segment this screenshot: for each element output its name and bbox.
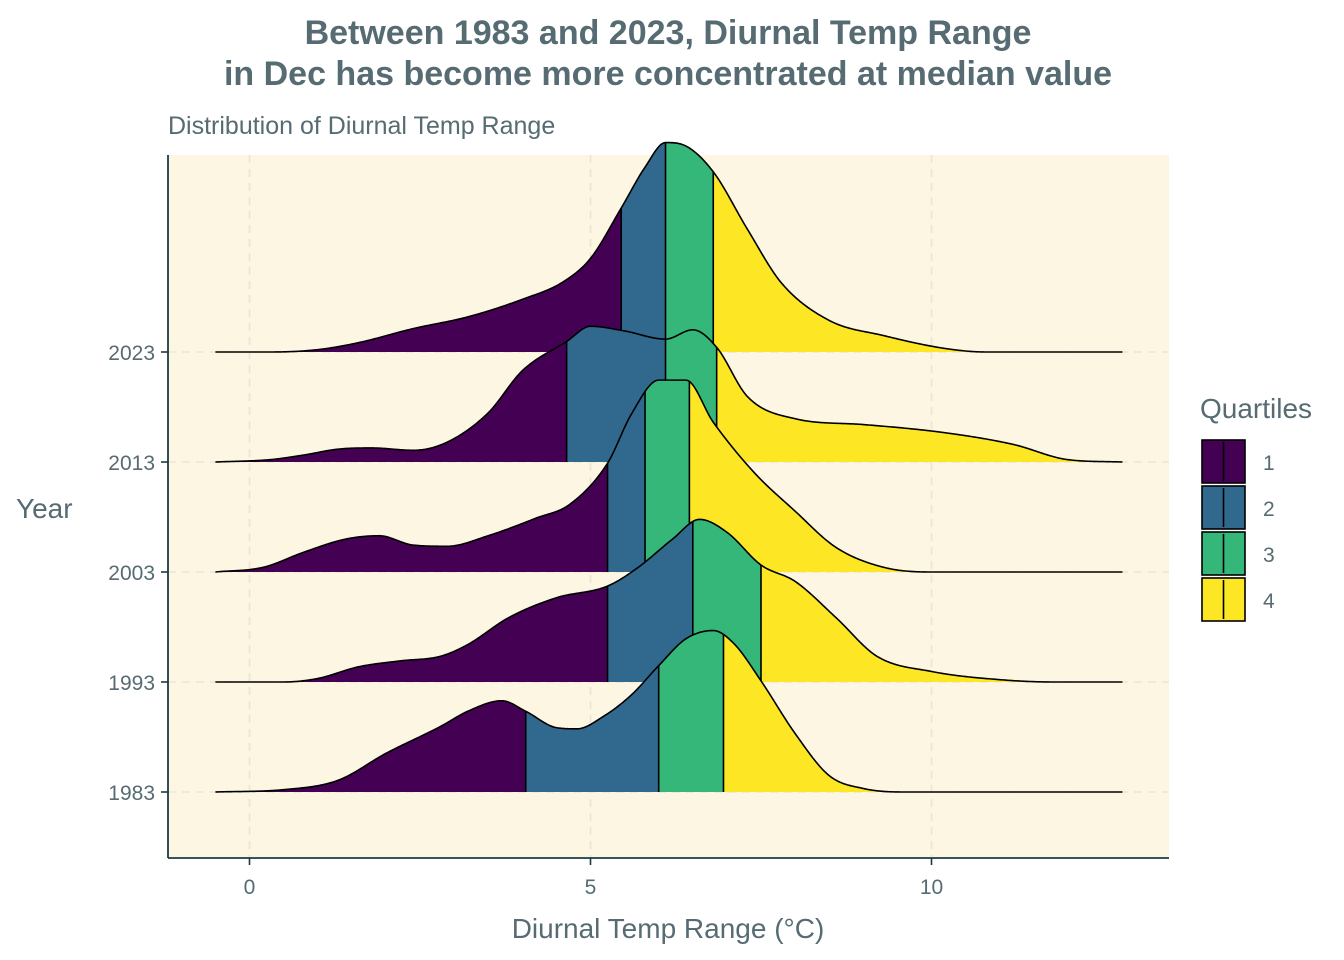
legend-title: Quartiles — [1200, 393, 1312, 424]
density-outline — [215, 518, 1123, 683]
quartile-2-area — [607, 391, 646, 572]
legend-label-4: 4 — [1263, 590, 1275, 613]
density-outline — [215, 325, 1123, 463]
ridge-2003 — [215, 379, 1123, 573]
density-outline — [215, 629, 1123, 793]
quartile-3-area — [665, 142, 714, 352]
legend: 1 2 3 4 — [1201, 439, 1275, 622]
density-outline — [215, 141, 1123, 353]
ridge-2023 — [215, 141, 1123, 353]
quartile-1-area — [215, 700, 526, 792]
x-tick-label: 5 — [585, 876, 597, 899]
x-tick-label: 0 — [244, 876, 256, 899]
x-axis-title: Diurnal Temp Range (°C) — [512, 913, 825, 944]
y-tick-label: 1983 — [108, 782, 155, 805]
density-outline — [215, 379, 1123, 573]
quartile-4-area — [723, 634, 1123, 792]
quartile-4-area — [713, 171, 1123, 352]
quartile-4-area — [761, 565, 1123, 682]
ridge-1983 — [215, 629, 1123, 793]
quartile-4-area — [716, 347, 1123, 462]
ridges — [215, 141, 1123, 793]
axes: 0 5 10 1983 1993 2003 2013 2023 — [108, 155, 1169, 899]
quartile-3-area — [645, 380, 690, 572]
quartile-2-area — [525, 665, 659, 792]
x-tick-label: 10 — [920, 876, 943, 899]
y-tick-label: 2013 — [108, 452, 155, 475]
y-axis-title: Year — [16, 493, 73, 524]
legend-label-3: 3 — [1263, 544, 1275, 567]
quartile-3-area — [658, 630, 724, 792]
chart-title-line-1: Between 1983 and 2023, Diurnal Temp Rang… — [305, 14, 1032, 52]
y-tick-label: 1993 — [108, 672, 155, 695]
quartile-1-area — [215, 463, 608, 572]
quartile-1-area — [215, 208, 622, 352]
legend-label-2: 2 — [1263, 498, 1275, 521]
quartile-2-area — [621, 142, 666, 352]
y-tick-label: 2003 — [108, 562, 155, 585]
chart-subtitle: Distribution of Diurnal Temp Range — [168, 112, 555, 140]
quartile-4-area — [689, 381, 1123, 572]
quartile-1-area — [215, 586, 608, 682]
chart-title-line-2: in Dec has become more concentrated at m… — [224, 55, 1112, 93]
quartile-2-area — [607, 521, 693, 682]
quartile-1-area — [215, 341, 567, 462]
y-tick-label: 2023 — [108, 342, 155, 365]
legend-label-1: 1 — [1263, 452, 1275, 475]
